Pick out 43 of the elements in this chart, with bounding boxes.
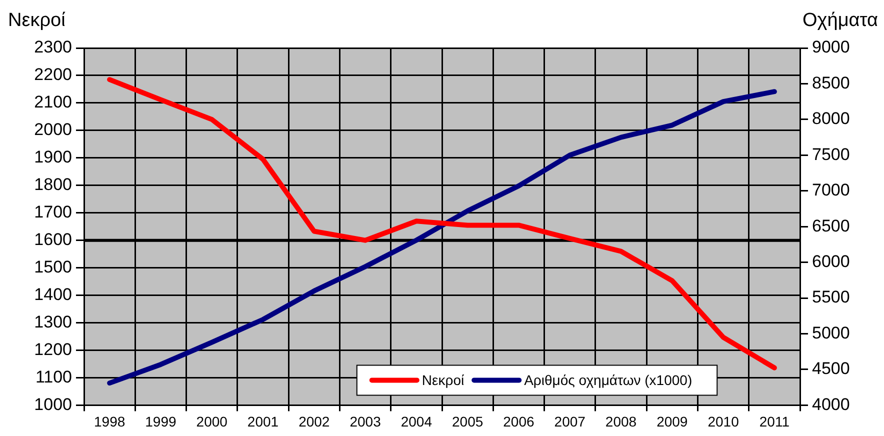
y-tick-label: 1900 bbox=[34, 148, 72, 167]
y-tick-label: 1400 bbox=[34, 284, 72, 304]
y2-tick-label: 7000 bbox=[812, 180, 850, 200]
y-tick-label: 2000 bbox=[34, 120, 72, 140]
x-tick-label: 2001 bbox=[247, 413, 279, 430]
y-tick-label: 1100 bbox=[35, 367, 72, 386]
y2-axis-title: Οχήματα bbox=[802, 10, 878, 31]
x-tick-label: 2002 bbox=[298, 413, 330, 430]
x-tick-label: 2003 bbox=[350, 413, 382, 430]
x-tick-label: 1998 bbox=[94, 413, 126, 430]
y2-tick-label: 4000 bbox=[812, 394, 850, 414]
y-tick-label: 1500 bbox=[34, 258, 72, 277]
y2-tick-label: 6500 bbox=[812, 216, 850, 236]
y2-tick-label: 8000 bbox=[812, 109, 850, 128]
legend-label: Αριθμός οχημάτων (x1000) bbox=[524, 372, 692, 388]
x-tick-label: 2005 bbox=[452, 413, 484, 430]
y-tick-label: 1600 bbox=[34, 230, 72, 250]
y2-tick-label: 8500 bbox=[812, 73, 850, 92]
x-tick-label: 2011 bbox=[759, 413, 790, 430]
y2-tick-label: 4500 bbox=[812, 359, 850, 378]
y-tick-label: 1300 bbox=[34, 312, 72, 332]
y2-tick-label: 7500 bbox=[812, 144, 850, 164]
x-tick-label: 2007 bbox=[554, 413, 586, 430]
y2-tick-label: 9000 bbox=[812, 38, 850, 57]
y-tick-label: 2300 bbox=[34, 38, 72, 57]
legend-label: Νεκροί bbox=[422, 372, 464, 388]
y-tick-label: 1700 bbox=[34, 202, 72, 222]
x-tick-label: 2004 bbox=[400, 413, 432, 430]
y-tick-label: 2200 bbox=[34, 65, 72, 84]
x-tick-label: 1999 bbox=[145, 413, 176, 430]
y2-tick-label: 6000 bbox=[812, 252, 850, 272]
y-tick-label: 1200 bbox=[34, 340, 72, 359]
x-tick-label: 2010 bbox=[708, 413, 740, 430]
x-tick-label: 2008 bbox=[605, 413, 637, 430]
x-tick-label: 2009 bbox=[656, 413, 688, 430]
y-tick-label: 1800 bbox=[34, 175, 72, 194]
x-tick-label: 2000 bbox=[196, 413, 228, 430]
y2-tick-label: 5500 bbox=[812, 288, 850, 307]
y-tick-label: 2100 bbox=[34, 92, 72, 112]
y-axis-title: Νεκροί bbox=[8, 10, 66, 31]
x-tick-label: 2006 bbox=[503, 413, 534, 430]
y-tick-label: 1000 bbox=[34, 394, 72, 414]
y2-tick-label: 5000 bbox=[812, 323, 850, 342]
